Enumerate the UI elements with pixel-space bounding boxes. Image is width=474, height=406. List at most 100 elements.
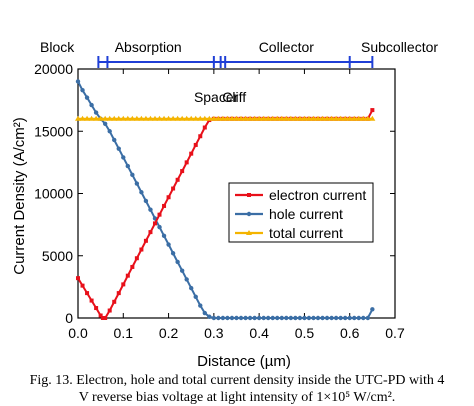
y-tick-label: 20000 [34,61,73,77]
data-point [301,115,308,121]
data-point [84,95,90,100]
region-label: Block [40,39,75,55]
data-point [210,115,217,121]
x-tick-label: 0.2 [159,325,179,341]
x-tick-label: 0.5 [295,325,315,341]
data-point [120,115,127,121]
data-point [112,299,117,304]
legend-marker [247,193,251,197]
data-point [288,315,294,321]
region-label: Cliff [222,89,246,105]
data-point [121,155,126,160]
data-point [121,282,126,287]
data-point [220,315,226,321]
data-point [84,115,91,121]
series-hole-current [75,79,375,321]
data-point [265,115,272,121]
x-tick-label: 0.3 [204,325,224,341]
data-point [129,115,136,121]
data-point [102,115,109,121]
data-point [352,315,357,321]
data-point [202,125,207,130]
data-point [266,315,271,321]
data-point [275,315,280,321]
data-point [112,137,117,143]
data-point [347,315,352,321]
data-point [296,115,303,121]
data-point [225,315,230,321]
y-tick-label: 10000 [34,186,73,202]
legend-label: hole current [269,206,343,222]
data-point [175,177,180,182]
data-point [224,115,231,121]
data-point [147,115,154,121]
data-point [156,115,163,121]
data-point [283,115,290,121]
data-point [324,315,330,321]
data-point [170,115,177,121]
data-point [365,315,371,321]
data-point [171,186,176,191]
legend-marker [246,230,252,235]
data-point [229,315,235,321]
data-point [180,169,185,174]
data-point [89,298,94,303]
data-point [161,233,167,239]
data-point [219,115,226,121]
data-point [305,115,312,121]
data-point [370,108,375,113]
data-point [260,115,267,121]
data-point [201,115,208,121]
legend-marker [246,211,252,217]
data-point [103,316,108,320]
data-point [165,115,172,121]
data-point [279,315,284,321]
data-point [233,115,240,121]
data-point [269,115,276,121]
data-point [197,115,204,121]
data-point [80,283,85,288]
region-label: Spacer [194,89,239,105]
data-point [310,115,317,121]
data-point [93,110,99,115]
region-label: Subcollector [361,39,438,55]
data-point [311,315,316,321]
x-tick-label: 0.4 [249,325,269,341]
data-point [328,115,335,121]
data-point [148,207,153,212]
data-point [130,172,135,178]
data-point [179,115,186,121]
data-point [215,115,222,121]
data-point [139,190,144,195]
data-point [338,315,343,321]
data-point [107,129,112,134]
axes: 0.0 0.1 0.2 0.3 0.4 0.5 0.6 0.7 0 5000 10000 15000 2… [34,61,405,341]
data-point [175,259,180,265]
data-point [134,256,139,261]
data-point [111,115,118,121]
data-point [80,87,85,93]
data-point [242,115,249,121]
data-point [76,276,80,281]
data-point [174,115,181,121]
data-point [133,115,140,121]
data-point [306,315,312,321]
data-point [193,142,198,147]
data-point [170,251,176,256]
data-point [94,306,99,311]
data-point [85,291,90,296]
data-point [107,308,112,313]
data-point [116,291,121,296]
data-point [198,303,203,308]
data-point [333,115,340,121]
data-point [361,315,366,321]
data-point [256,115,263,121]
data-point [247,115,254,121]
data-point [369,115,376,121]
data-point [179,268,185,273]
data-point [97,115,104,121]
data-point [216,315,221,321]
data-point [143,238,148,243]
